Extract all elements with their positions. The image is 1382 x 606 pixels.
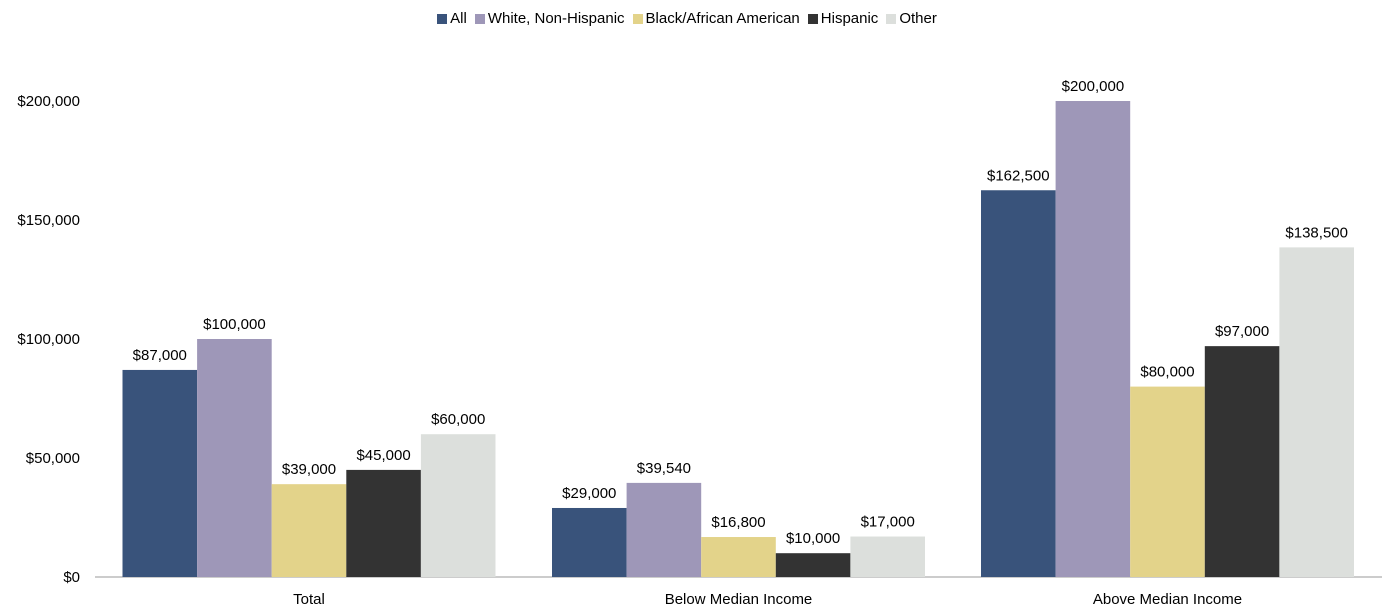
data-label: $39,540 [637, 460, 691, 477]
chart-legend: All White, Non-Hispanic Black/African Amer… [0, 10, 1382, 27]
legend-swatch [886, 13, 897, 24]
legend-swatch [807, 13, 818, 24]
legend-label: Other [899, 10, 937, 27]
legend-item: All [437, 10, 467, 27]
y-tick-label: $100,000 [17, 331, 80, 348]
x-tick-label: Above Median Income [1093, 591, 1242, 606]
y-tick-label: $50,000 [26, 450, 80, 467]
legend-label: White, Non-Hispanic [487, 10, 625, 27]
x-tick-label: Total [293, 591, 325, 606]
legend-item: Other [886, 10, 937, 27]
legend-swatch [632, 13, 643, 24]
data-label: $162,500 [987, 167, 1050, 184]
legend-label: Black/African American [645, 10, 800, 27]
data-label: $97,000 [1215, 323, 1269, 340]
bar [1055, 101, 1131, 577]
bar [1279, 247, 1354, 577]
data-label: $29,000 [562, 485, 616, 502]
bar [197, 339, 272, 577]
bar [626, 482, 702, 577]
data-label: $87,000 [133, 347, 187, 364]
bar [775, 553, 851, 577]
data-label: $100,000 [203, 316, 266, 333]
x-tick-label: Below Median Income [665, 591, 813, 606]
bar [1130, 386, 1205, 577]
data-label: $17,000 [861, 514, 915, 531]
bar [420, 434, 496, 577]
data-label: $10,000 [786, 530, 840, 547]
y-tick-label: $200,000 [17, 93, 80, 110]
bar [552, 507, 627, 577]
bar [346, 469, 421, 577]
bar [701, 537, 776, 577]
legend-item: Black/African American [632, 10, 800, 27]
bar [122, 369, 198, 577]
data-label: $60,000 [431, 411, 485, 428]
bar [1204, 346, 1280, 577]
legend-swatch [474, 13, 485, 24]
bar [850, 536, 925, 577]
legend-label: All [450, 10, 467, 27]
legend-label: Hispanic [820, 10, 879, 27]
data-label: $200,000 [1062, 78, 1125, 95]
data-label: $138,500 [1285, 224, 1348, 241]
data-label: $80,000 [1140, 364, 1194, 381]
legend-item: Hispanic [807, 10, 879, 27]
y-tick-label: $150,000 [17, 212, 80, 229]
legend-item: White, Non-Hispanic [474, 10, 625, 27]
data-label: $16,800 [711, 514, 765, 531]
data-label: $45,000 [356, 447, 410, 464]
legend-swatch [437, 13, 448, 24]
y-tick-label: $0 [63, 569, 80, 586]
data-label: $39,000 [282, 461, 336, 478]
bar [981, 190, 1056, 577]
bar [271, 484, 347, 577]
